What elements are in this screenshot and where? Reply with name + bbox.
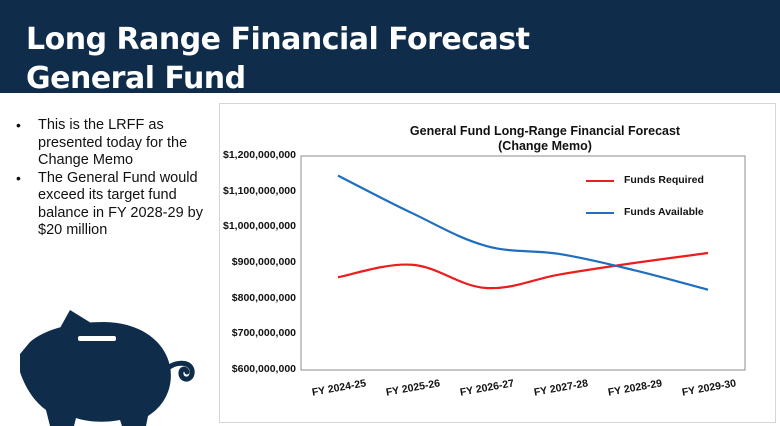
series-line-funds-available	[337, 174, 709, 291]
y-axis-tick-label: $1,100,000,000	[223, 184, 296, 197]
chart-panel: General Fund Long-Range Financial Foreca…	[219, 103, 776, 423]
slide-title: Long Range Financial Forecast	[26, 22, 530, 57]
legend-label: Funds Required	[624, 174, 704, 186]
chart-title: General Fund Long-Range Financial Foreca…	[409, 124, 681, 138]
y-axis-tick-label: $800,000,000	[231, 291, 296, 304]
series-line-funds-required	[337, 251, 709, 290]
legend-swatch	[586, 180, 614, 182]
bullet-list: This is the LRFF as presented today for …	[14, 117, 219, 240]
slide-header: Long Range Financial Forecast General Fu…	[0, 0, 780, 96]
piggy-bank-icon	[20, 310, 195, 426]
legend-label: Funds Available	[624, 206, 704, 218]
slide-subtitle: General Fund	[26, 61, 246, 96]
legend-swatch	[586, 212, 614, 214]
bullet-item: This is the LRFF as presented today for …	[14, 117, 219, 170]
y-axis-tick-label: $900,000,000	[231, 256, 296, 268]
y-axis-tick-label: $1,000,000,000	[223, 220, 296, 233]
bullet-item: The General Fund would exceed its target…	[14, 170, 219, 240]
y-axis-tick-label: $600,000,000	[231, 363, 296, 375]
line-chart	[300, 155, 746, 371]
y-axis-tick-label: $1,200,000,000	[223, 149, 296, 161]
plot-area	[300, 155, 746, 371]
chart-subtitle: (Change Memo)	[498, 139, 592, 153]
y-axis-tick-label: $700,000,000	[231, 327, 296, 340]
